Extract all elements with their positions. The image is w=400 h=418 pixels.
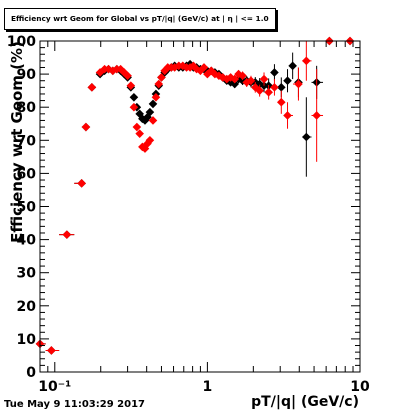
data-point <box>234 69 243 79</box>
data-point <box>151 92 161 102</box>
y-tick-label: 30 <box>17 266 37 282</box>
x-tick-label: 10 <box>350 379 370 395</box>
data-point <box>129 92 139 102</box>
data-point <box>178 61 188 71</box>
data-point <box>199 63 209 72</box>
y-tick-label: 10 <box>17 332 37 348</box>
data-point <box>129 102 139 112</box>
x-tick-label: 10⁻¹ <box>38 379 71 395</box>
data-point <box>132 122 142 132</box>
y-axis-label: Efficiency wrt Geom (%) <box>8 41 26 243</box>
data-point <box>226 78 235 87</box>
axes: 0 10 20 30 40 50 60 70 80 90 100 10⁻¹ 1 10 <box>7 34 370 395</box>
data-point <box>312 111 321 120</box>
data-point <box>135 129 144 138</box>
data-point <box>242 78 252 87</box>
data-point <box>277 97 286 107</box>
data-point <box>47 346 56 355</box>
data-point <box>218 73 228 82</box>
timestamp: Tue May 9 11:03:29 2017 <box>4 399 145 410</box>
data-point <box>62 230 72 239</box>
data-point <box>302 132 311 142</box>
y-tick-label: 100 <box>7 34 36 50</box>
y-tick-label: 50 <box>17 200 37 216</box>
data-point <box>288 61 297 71</box>
chart-title: Efficiency wrt Geom for Global vs pT/|q|… <box>4 8 276 30</box>
data-point <box>230 79 240 89</box>
data-point <box>145 136 155 145</box>
y-tick-label: 80 <box>17 100 37 116</box>
data-point <box>302 56 311 66</box>
series-1 <box>35 36 360 355</box>
data-point <box>283 111 292 120</box>
data-point <box>148 116 158 125</box>
data-point <box>145 107 155 117</box>
data-point <box>246 76 256 86</box>
data-point <box>230 74 240 84</box>
data-point <box>255 86 264 95</box>
y-tick-label: 60 <box>17 166 37 182</box>
data-point <box>270 83 279 92</box>
data-point <box>87 83 97 92</box>
data-marks <box>35 36 360 355</box>
data-point <box>143 139 152 148</box>
data-point <box>259 74 269 84</box>
y-tick-label: 40 <box>17 233 37 249</box>
series-2 <box>35 36 360 355</box>
data-point <box>81 122 91 132</box>
x-tick-label: 1 <box>203 379 213 395</box>
data-point <box>157 73 166 82</box>
data-point <box>283 76 292 86</box>
y-tick-label: 20 <box>17 299 37 315</box>
y-tick-label: 0 <box>26 365 36 381</box>
data-point <box>148 99 158 109</box>
data-point <box>77 179 86 188</box>
data-point <box>143 112 152 122</box>
data-point <box>210 69 220 79</box>
data-point <box>238 71 247 81</box>
x-axis-label: pT/|q| (GeV/c) <box>251 394 359 410</box>
data-point <box>135 109 144 119</box>
data-point <box>270 68 279 77</box>
data-point <box>277 83 286 92</box>
data-point <box>123 71 132 81</box>
y-tick-label: 70 <box>17 133 37 149</box>
plot-frame <box>39 40 361 373</box>
data-point <box>226 73 235 82</box>
data-point <box>250 83 260 92</box>
data-point <box>264 88 273 97</box>
data-point <box>214 71 224 81</box>
data-point <box>126 81 136 90</box>
data-point <box>154 79 164 89</box>
y-tick-label: 90 <box>17 67 37 83</box>
data-point <box>294 79 303 89</box>
